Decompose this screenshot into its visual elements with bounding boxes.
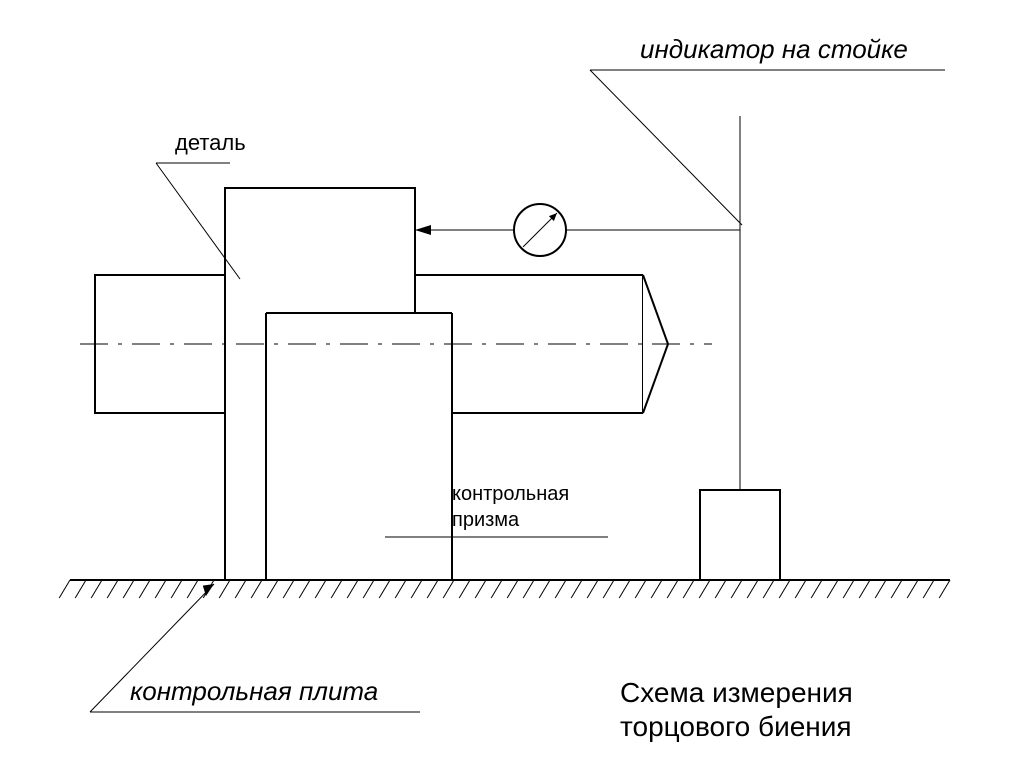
- diagram-title-line1: Схема измерения: [620, 677, 853, 708]
- label-prism-line2: призма: [452, 509, 520, 531]
- diagram-title-line2: торцового биения: [620, 711, 852, 742]
- label-prism-line1: контрольная: [452, 483, 569, 505]
- label-detail: деталь: [175, 130, 246, 155]
- label-plate: контрольная плита: [130, 676, 378, 706]
- label-indicator: индикатор на стойке: [640, 34, 908, 64]
